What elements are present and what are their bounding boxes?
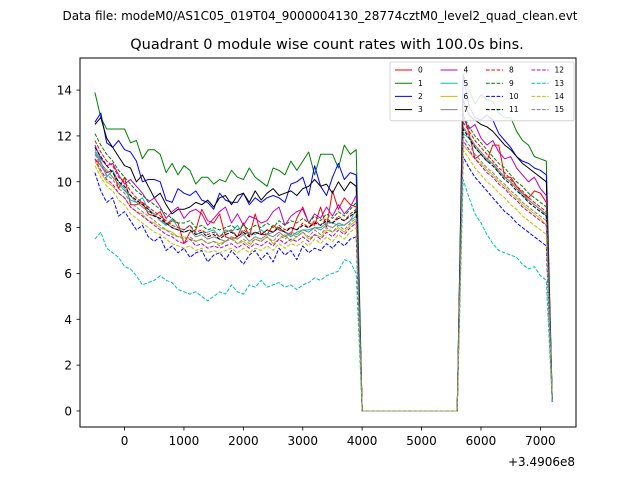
legend-label-0: 0 bbox=[418, 66, 423, 75]
series-line-15 bbox=[94, 135, 553, 412]
legend-label-13: 13 bbox=[555, 79, 565, 88]
y-tick-label: 4 bbox=[64, 313, 72, 327]
legend-label-9: 9 bbox=[509, 79, 514, 88]
legend-label-11: 11 bbox=[509, 105, 519, 114]
series-line-11 bbox=[94, 128, 553, 412]
y-tick-label: 0 bbox=[64, 404, 72, 418]
series-line-9 bbox=[94, 114, 553, 412]
y-tick-label: 8 bbox=[64, 221, 72, 235]
series-line-6 bbox=[94, 144, 553, 412]
series-line-10 bbox=[94, 156, 553, 412]
x-tick-label: 6000 bbox=[466, 434, 497, 448]
y-tick-label: 10 bbox=[57, 175, 72, 189]
series-line-8 bbox=[94, 121, 553, 412]
legend-label-14: 14 bbox=[555, 92, 565, 101]
series-line-5 bbox=[94, 133, 553, 412]
x-tick-label: 1000 bbox=[169, 434, 200, 448]
legend-label-8: 8 bbox=[509, 66, 514, 75]
y-tick-label: 6 bbox=[64, 267, 72, 281]
legend-label-3: 3 bbox=[418, 105, 423, 114]
legend-label-15: 15 bbox=[555, 105, 565, 114]
series-line-4 bbox=[94, 117, 553, 412]
legend-label-5: 5 bbox=[464, 79, 469, 88]
series-line-12 bbox=[94, 140, 553, 412]
legend-label-10: 10 bbox=[509, 92, 519, 101]
legend-label-2: 2 bbox=[418, 92, 423, 101]
x-tick-label: 4000 bbox=[347, 434, 378, 448]
legend-label-1: 1 bbox=[418, 79, 423, 88]
x-tick-label: 3000 bbox=[287, 434, 318, 448]
legend-label-12: 12 bbox=[555, 66, 565, 75]
y-tick-label: 12 bbox=[57, 129, 72, 143]
x-tick-label: 2000 bbox=[228, 434, 259, 448]
y-tick-label: 2 bbox=[64, 359, 72, 373]
y-tick-label: 14 bbox=[57, 84, 72, 98]
legend-box bbox=[389, 61, 575, 122]
x-tick-label: 7000 bbox=[525, 434, 556, 448]
plot-frame bbox=[79, 57, 577, 428]
legend-label-7: 7 bbox=[464, 105, 469, 114]
legend-label-6: 6 bbox=[464, 92, 469, 101]
series-line-13 bbox=[94, 179, 553, 412]
chart-title: Quadrant 0 module wise count rates with … bbox=[130, 37, 524, 53]
series-line-14 bbox=[94, 149, 553, 412]
x-tick-label: 5000 bbox=[406, 434, 437, 448]
x-axis-offset-label: +3.4906e8 bbox=[508, 455, 575, 469]
data-file-label: Data file: modeM0/AS1C05_019T04_90000041… bbox=[62, 9, 577, 23]
legend-label-4: 4 bbox=[464, 66, 469, 75]
x-tick-label: 0 bbox=[121, 434, 129, 448]
